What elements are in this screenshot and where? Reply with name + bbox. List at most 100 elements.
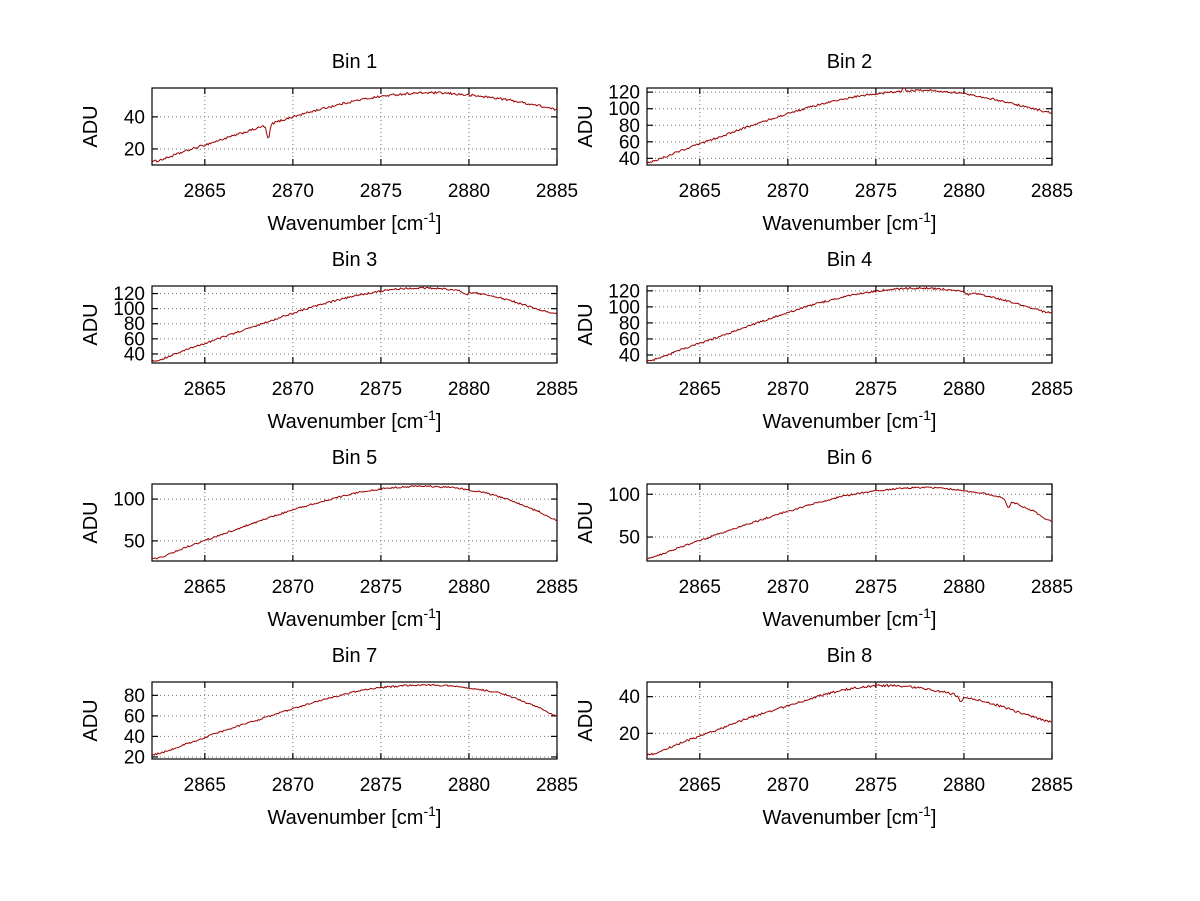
x-tick-label: 2870 — [767, 577, 809, 598]
x-axis-label: Wavenumber [cm-1] — [268, 407, 442, 433]
subplot-bin-7: 2865 2870 2875 2880 2885 20 40 60 80 Bin 7 ADU Wave… — [55, 636, 578, 834]
x-tick-label: 2875 — [855, 577, 897, 598]
y-tick-label: 120 — [608, 83, 640, 104]
y-tick-label: 20 — [124, 747, 145, 768]
y-tick-label: 60 — [124, 329, 145, 350]
subplot-bin-8: 2865 2870 2875 2880 2885 20 40 Bin 8 ADU Wavenumb… — [550, 636, 1125, 834]
x-tick-label: 2870 — [767, 379, 809, 400]
x-tick-label: 2865 — [679, 379, 721, 400]
x-tick-label: 2875 — [855, 181, 897, 202]
subplot-svg-6: 2865 2870 2875 2880 2885 50 100 Bin 6 ADU Wavenum… — [575, 447, 1073, 631]
x-tick-label: 2875 — [360, 775, 402, 796]
y-tick-label: 40 — [619, 687, 640, 708]
x-tick-label: 2865 — [184, 577, 226, 598]
y-axis-label: ADU — [80, 303, 102, 345]
y-axis-label: ADU — [575, 303, 597, 345]
axis-box — [646, 681, 1053, 760]
x-axis-label: Wavenumber [cm-1] — [763, 803, 937, 829]
axis-box — [151, 285, 558, 364]
x-tick-label: 2870 — [272, 379, 314, 400]
y-tick-label: 60 — [124, 706, 145, 727]
spectrum-line — [151, 90, 558, 164]
x-tick-label: 2870 — [767, 181, 809, 202]
x-tick-label: 2875 — [360, 379, 402, 400]
subplot-bin-4: 2865 2870 2875 2880 2885 40 60 80 100 120 Bin 4 ADU… — [550, 240, 1125, 438]
subplot-svg-1: 2865 2870 2875 2880 2885 20 40 Bin 1 ADU Wavenumb… — [80, 51, 578, 235]
x-tick-label: 2885 — [536, 577, 578, 598]
x-axis-label: Wavenumber [cm-1] — [268, 605, 442, 631]
spectrum-line — [646, 486, 1053, 560]
subplot-bin-6: 2865 2870 2875 2880 2885 50 100 Bin 6 ADU Wavenum… — [550, 438, 1125, 636]
x-tick-label: 2880 — [448, 181, 490, 202]
plot-title: Bin 3 — [332, 249, 378, 271]
x-tick-label: 2870 — [272, 181, 314, 202]
y-tick-label: 80 — [124, 314, 145, 335]
axis-box — [151, 87, 558, 166]
y-tick-label: 50 — [619, 528, 640, 549]
x-tick-label: 2870 — [272, 775, 314, 796]
y-axis-label: ADU — [575, 699, 597, 741]
x-tick-label: 2865 — [679, 577, 721, 598]
x-tick-label: 2870 — [272, 577, 314, 598]
subplot-bin-3: 2865 2870 2875 2880 2885 40 60 80 100 120 Bin 3 ADU… — [55, 240, 578, 438]
y-tick-label: 80 — [619, 116, 640, 137]
x-tick-label: 2875 — [360, 181, 402, 202]
subplot-svg-5: 2865 2870 2875 2880 2885 50 100 Bin 5 ADU Wavenum… — [80, 447, 578, 631]
spectrum-line — [646, 286, 1053, 362]
spectrum-line — [151, 286, 558, 363]
y-tick-label: 40 — [124, 344, 145, 365]
spectrum-line — [646, 683, 1053, 757]
x-tick-label: 2865 — [184, 181, 226, 202]
x-tick-label: 2880 — [943, 775, 985, 796]
x-tick-label: 2880 — [943, 181, 985, 202]
y-tick-label: 100 — [608, 485, 640, 506]
plot-title: Bin 2 — [827, 51, 873, 73]
axis-box — [646, 483, 1053, 562]
x-tick-label: 2885 — [536, 181, 578, 202]
x-tick-label: 2880 — [448, 775, 490, 796]
x-tick-label: 2865 — [184, 775, 226, 796]
subplot-bin-1: 2865 2870 2875 2880 2885 20 40 Bin 1 ADU Wavenumb… — [55, 42, 578, 240]
y-axis-label: ADU — [575, 501, 597, 543]
y-tick-label: 40 — [619, 345, 640, 366]
subplot-svg-8: 2865 2870 2875 2880 2885 20 40 Bin 8 ADU Wavenumb… — [575, 645, 1073, 829]
plot-title: Bin 8 — [827, 645, 873, 667]
x-tick-label: 2885 — [536, 775, 578, 796]
y-tick-label: 40 — [124, 107, 145, 128]
axis-box — [646, 285, 1053, 364]
y-tick-label: 50 — [124, 531, 145, 552]
y-tick-label: 100 — [608, 99, 640, 120]
y-tick-label: 100 — [113, 299, 145, 320]
axis-box — [151, 483, 558, 562]
x-tick-label: 2875 — [360, 577, 402, 598]
y-tick-label: 80 — [124, 686, 145, 707]
y-tick-label: 20 — [124, 139, 145, 160]
x-tick-label: 2880 — [943, 577, 985, 598]
y-axis-label: ADU — [575, 105, 597, 147]
y-axis-label: ADU — [80, 501, 102, 543]
plot-title: Bin 7 — [332, 645, 378, 667]
x-axis-label: Wavenumber [cm-1] — [763, 407, 937, 433]
axis-box — [151, 681, 558, 760]
y-tick-label: 100 — [113, 490, 145, 511]
spectrum-line — [151, 683, 558, 756]
y-tick-label: 60 — [619, 329, 640, 350]
x-tick-label: 2880 — [943, 379, 985, 400]
spectrum-line — [646, 87, 1053, 164]
x-axis-label: Wavenumber [cm-1] — [268, 803, 442, 829]
y-tick-label: 20 — [619, 724, 640, 745]
spectrum-line — [151, 485, 558, 560]
plot-title: Bin 5 — [332, 447, 378, 469]
x-tick-label: 2885 — [1031, 181, 1073, 202]
x-axis-label: Wavenumber [cm-1] — [763, 605, 937, 631]
x-tick-label: 2870 — [767, 775, 809, 796]
x-axis-label: Wavenumber [cm-1] — [763, 209, 937, 235]
subplot-bin-2: 2865 2870 2875 2880 2885 40 60 80 100 120 Bin 2 ADU… — [550, 42, 1125, 240]
y-tick-label: 100 — [608, 297, 640, 318]
x-tick-label: 2885 — [536, 379, 578, 400]
x-tick-label: 2880 — [448, 577, 490, 598]
subplot-bin-5: 2865 2870 2875 2880 2885 50 100 Bin 5 ADU Wavenum… — [55, 438, 578, 636]
